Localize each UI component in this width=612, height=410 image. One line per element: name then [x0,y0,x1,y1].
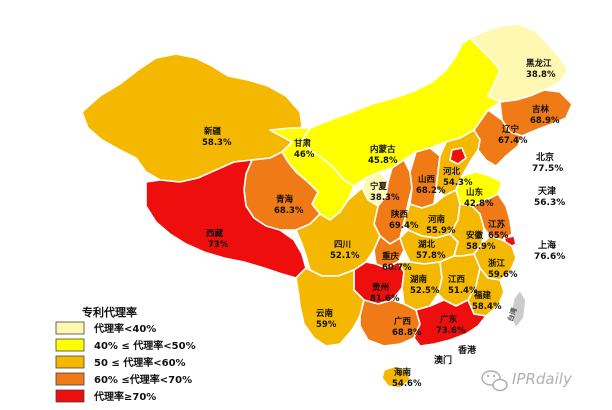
label-sichuan: 四川 [334,240,351,250]
rate-tianjin: 56.3% [534,198,565,208]
legend-title: 专利代理率 [82,305,137,319]
rate-xizang: 73% [208,240,229,250]
rate-qinghai: 68.3% [274,206,304,216]
rate-shaanxi: 69.4% [389,221,419,231]
label-guangxi: 广西 [394,316,412,327]
rate-liaoning: 67.4% [498,136,528,146]
legend: 专利代理率 代理率<40% 40% ≤ 代理率<50% 50 ≤ 代理率<60% 60… [55,305,196,403]
label-fujian: 福建 [473,290,492,301]
rate-shanxi: 68.2% [416,186,446,196]
rate-hubei: 57.8% [416,251,446,261]
legend-label-lt40: 代理率<40% [93,322,156,335]
label-macau: 澳门 [434,354,452,366]
label-hubei: 湖北 [418,239,436,250]
rate-jilin: 68.9% [530,116,560,126]
province-jiangsu [471,193,513,241]
rate-anhui: 58.9% [466,242,496,252]
label-tianjin: 天津 [538,185,556,197]
province-xizang [145,159,307,279]
rate-hebei: 54.3% [443,178,473,188]
rate-neimenggu: 45.8% [368,156,398,166]
rate-henan: 55.9% [426,226,456,236]
province-guangdong [413,299,487,347]
label-liaoning: 辽宁 [502,124,520,135]
label-hongkong: 香港 [457,344,477,356]
rate-fujian: 58.4% [472,302,502,312]
label-xizang: 西藏 [206,228,224,239]
rate-gansu: 46% [294,150,315,160]
label-shandong: 山东 [466,187,484,198]
label-beijing: 北京 [536,151,554,163]
label-shaanxi: 陕西 [391,209,409,220]
legend-label-ge70: 代理率≥70% [93,390,156,403]
rate-hunan: 52.5% [410,286,440,296]
legend-swatch-50to60 [55,355,85,369]
label-zhejiang: 浙江 [488,258,506,269]
label-henan: 河南 [428,214,446,225]
label-heilongjiang: 黑龙江 [526,58,552,69]
rate-zhejiang: 59.6% [488,270,518,280]
rate-sichuan: 52.1% [330,251,360,261]
label-neimenggu: 内蒙古 [370,144,396,155]
label-xinjiang: 新疆 [204,126,222,137]
province-yunnan [295,267,365,347]
rate-beijing: 77.5% [532,164,563,174]
legend-swatch-ge70 [55,389,85,403]
label-shanxi: 山西 [418,174,436,185]
rate-guizhou: 81.6% [370,294,400,304]
label-yunnan: 云南 [316,308,334,319]
rate-shanghai: 76.6% [534,252,565,262]
label-guangdong: 广东 [440,314,458,325]
rate-jiangxi: 51.4% [448,286,478,296]
province-hainan [381,365,411,389]
rate-jiangsu: 65% [488,231,509,241]
province-labels: 黑龙江 38.8% 吉林 68.9% 辽宁 67.4% 内蒙古 45.8% 新疆… [202,58,565,389]
legend-items: 代理率<40% 40% ≤ 代理率<50% 50 ≤ 代理率<60% 60% ≤代理率… [55,321,196,403]
label-chongqing: 重庆 [382,251,400,262]
label-gansu: 甘肃 [294,138,312,149]
rate-chongqing: 60.7% [382,263,412,273]
rate-guangdong: 73.6% [436,326,466,336]
rate-shandong: 42.8% [464,199,494,209]
label-shanghai: 上海 [538,239,556,251]
rate-heilongjiang: 38.8% [526,70,556,80]
rate-ningxia: 38.3% [370,193,400,203]
label-jiangxi: 江西 [448,274,466,285]
label-qinghai: 青海 [276,194,294,205]
label-ningxia: 宁夏 [370,181,388,192]
rate-xinjiang: 58.3% [202,138,232,148]
label-hebei: 河北 [443,166,461,177]
rate-guangxi: 68.8% [392,328,422,338]
wechat-icon [481,370,508,392]
label-jilin: 吉林 [532,104,550,115]
label-guizhou: 贵州 [372,282,389,293]
legend-swatch-60to70 [55,372,85,386]
watermark-text: IPRdaily [512,370,573,388]
province-hunan [397,261,443,311]
label-jiangsu: 江苏 [488,219,506,230]
rate-yunnan: 59% [316,320,337,330]
label-anhui: 安徽 [466,230,484,241]
watermark: IPRdaily [481,370,573,392]
legend-label-40to50: 40% ≤ 代理率<50% [94,339,196,352]
label-hunan: 湖南 [410,274,428,285]
legend-label-60to70: 60% ≤代理率<70% [94,373,192,386]
rate-hainan: 54.6% [392,379,422,389]
legend-label-50to60: 50 ≤ 代理率<60% [94,356,186,369]
label-hainan: 海南 [394,367,412,378]
province-beijing [449,147,467,165]
legend-swatch-lt40 [55,321,85,335]
legend-swatch-40to50 [55,338,85,352]
province-taiwan [509,289,527,329]
